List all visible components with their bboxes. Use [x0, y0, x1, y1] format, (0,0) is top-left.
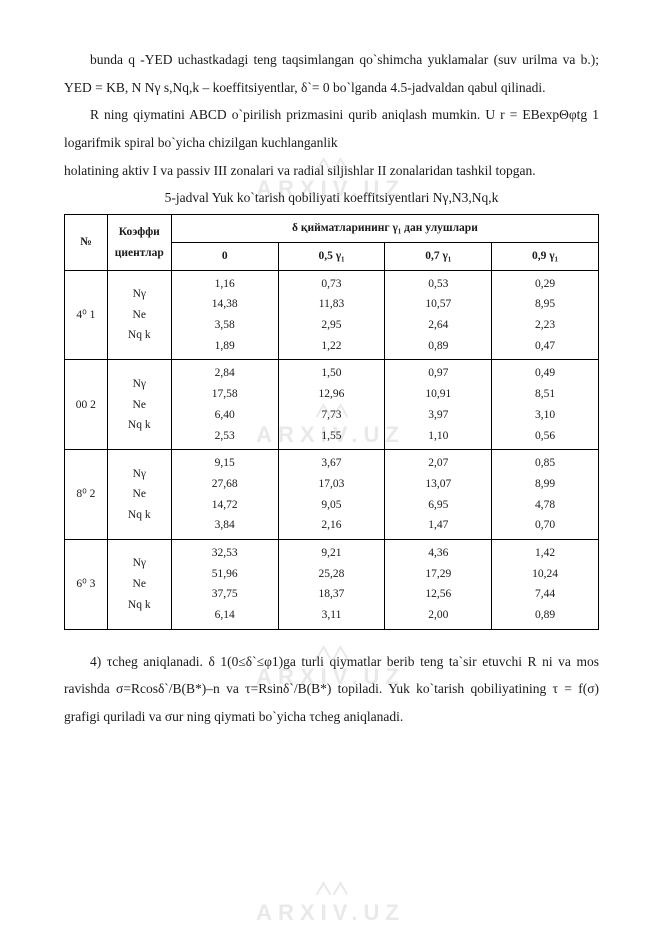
cell-c0: 2,84 17,58 6,40 2,53	[171, 360, 278, 450]
cell-no: 00 2	[65, 360, 108, 450]
th-col-3: 0,9 γ₁	[492, 243, 599, 271]
cell-c0: 9,15 27,68 14,72 3,84	[171, 450, 278, 540]
cell-c3: 1,42 10,24 7,44 0,89	[492, 539, 599, 629]
cell-c3: 0,85 8,99 4,78 0,70	[492, 450, 599, 540]
table-caption-text: 5-jadval Yuk ko`tarish qobiliyati koeffi…	[165, 190, 499, 205]
th-coef: Коэффи циентлар	[107, 215, 171, 270]
cell-c0: 1,16 14,38 3,58 1,89	[171, 270, 278, 360]
table-row: 8⁰ 2 Nγ Ne Nq k 9,15 27,68 14,72 3,84 3,…	[65, 450, 599, 540]
cell-coef: Nγ Ne Nq k	[107, 270, 171, 360]
cell-c1: 3,67 17,03 9,05 2,16	[278, 450, 385, 540]
cell-c0: 32,53 51,96 37,75 6,14	[171, 539, 278, 629]
cell-no: 6⁰ 3	[65, 539, 108, 629]
cell-c1: 1,50 12,96 7,73 1,55	[278, 360, 385, 450]
cell-c2: 4,36 17,29 12,56 2,00	[385, 539, 492, 629]
cell-c3: 0,49 8,51 3,10 0,56	[492, 360, 599, 450]
cell-c1: 9,21 25,28 18,37 3,11	[278, 539, 385, 629]
paragraph-2: R ning qiymatini ABCD o`pirilish prizmas…	[64, 101, 599, 156]
th-col-1: 0,5 γ₁	[278, 243, 385, 271]
watermark-text: ARXIV.UZ	[256, 900, 405, 925]
paragraph-1: bunda q -YED uchastkadagi teng taqsimlan…	[64, 46, 599, 101]
cell-c2: 2,07 13,07 6,95 1,47	[385, 450, 492, 540]
cell-c2: 0,53 10,57 2,64 0,89	[385, 270, 492, 360]
cell-c3: 0,29 8,95 2,23 0,47	[492, 270, 599, 360]
cell-no: 8⁰ 2	[65, 450, 108, 540]
paragraph-4: 4) τcheg aniqlanadi. δ 1(0≤δ`≤φ1)ga turl…	[64, 648, 599, 731]
table-header-row-1: № Коэффи циентлар δ қийматларининг γ₁ да…	[65, 215, 599, 243]
page: bunda q -YED uchastkadagi teng taqsimlan…	[0, 0, 661, 791]
table-row: 00 2 Nγ Ne Nq k 2,84 17,58 6,40 2,53 1,5…	[65, 360, 599, 450]
th-group: δ қийматларининг γ₁ дан улушлари	[171, 215, 598, 243]
paragraph-3: holatining aktiv I va passiv III zonalar…	[64, 157, 599, 185]
th-col-2: 0,7 γ₁	[385, 243, 492, 271]
cell-c2: 0,97 10,91 3,97 1,10	[385, 360, 492, 450]
cell-no: 4⁰ 1	[65, 270, 108, 360]
coefficients-table: № Коэффи циентлар δ қийматларининг γ₁ да…	[64, 214, 599, 629]
table-row: 6⁰ 3 Nγ Ne Nq k 32,53 51,96 37,75 6,14 9…	[65, 539, 599, 629]
cell-c1: 0,73 11,83 2,95 1,22	[278, 270, 385, 360]
cell-coef: Nγ Ne Nq k	[107, 360, 171, 450]
table-row: 4⁰ 1 Nγ Ne Nq k 1,16 14,38 3,58 1,89 0,7…	[65, 270, 599, 360]
th-no: №	[65, 215, 108, 270]
cell-coef: Nγ Ne Nq k	[107, 450, 171, 540]
watermark: ARXIV.UZ	[0, 880, 661, 926]
table-caption: 5-jadval Yuk ko`tarish qobiliyati koeffi…	[64, 190, 599, 206]
th-col-0: 0	[171, 243, 278, 271]
cell-coef: Nγ Ne Nq k	[107, 539, 171, 629]
